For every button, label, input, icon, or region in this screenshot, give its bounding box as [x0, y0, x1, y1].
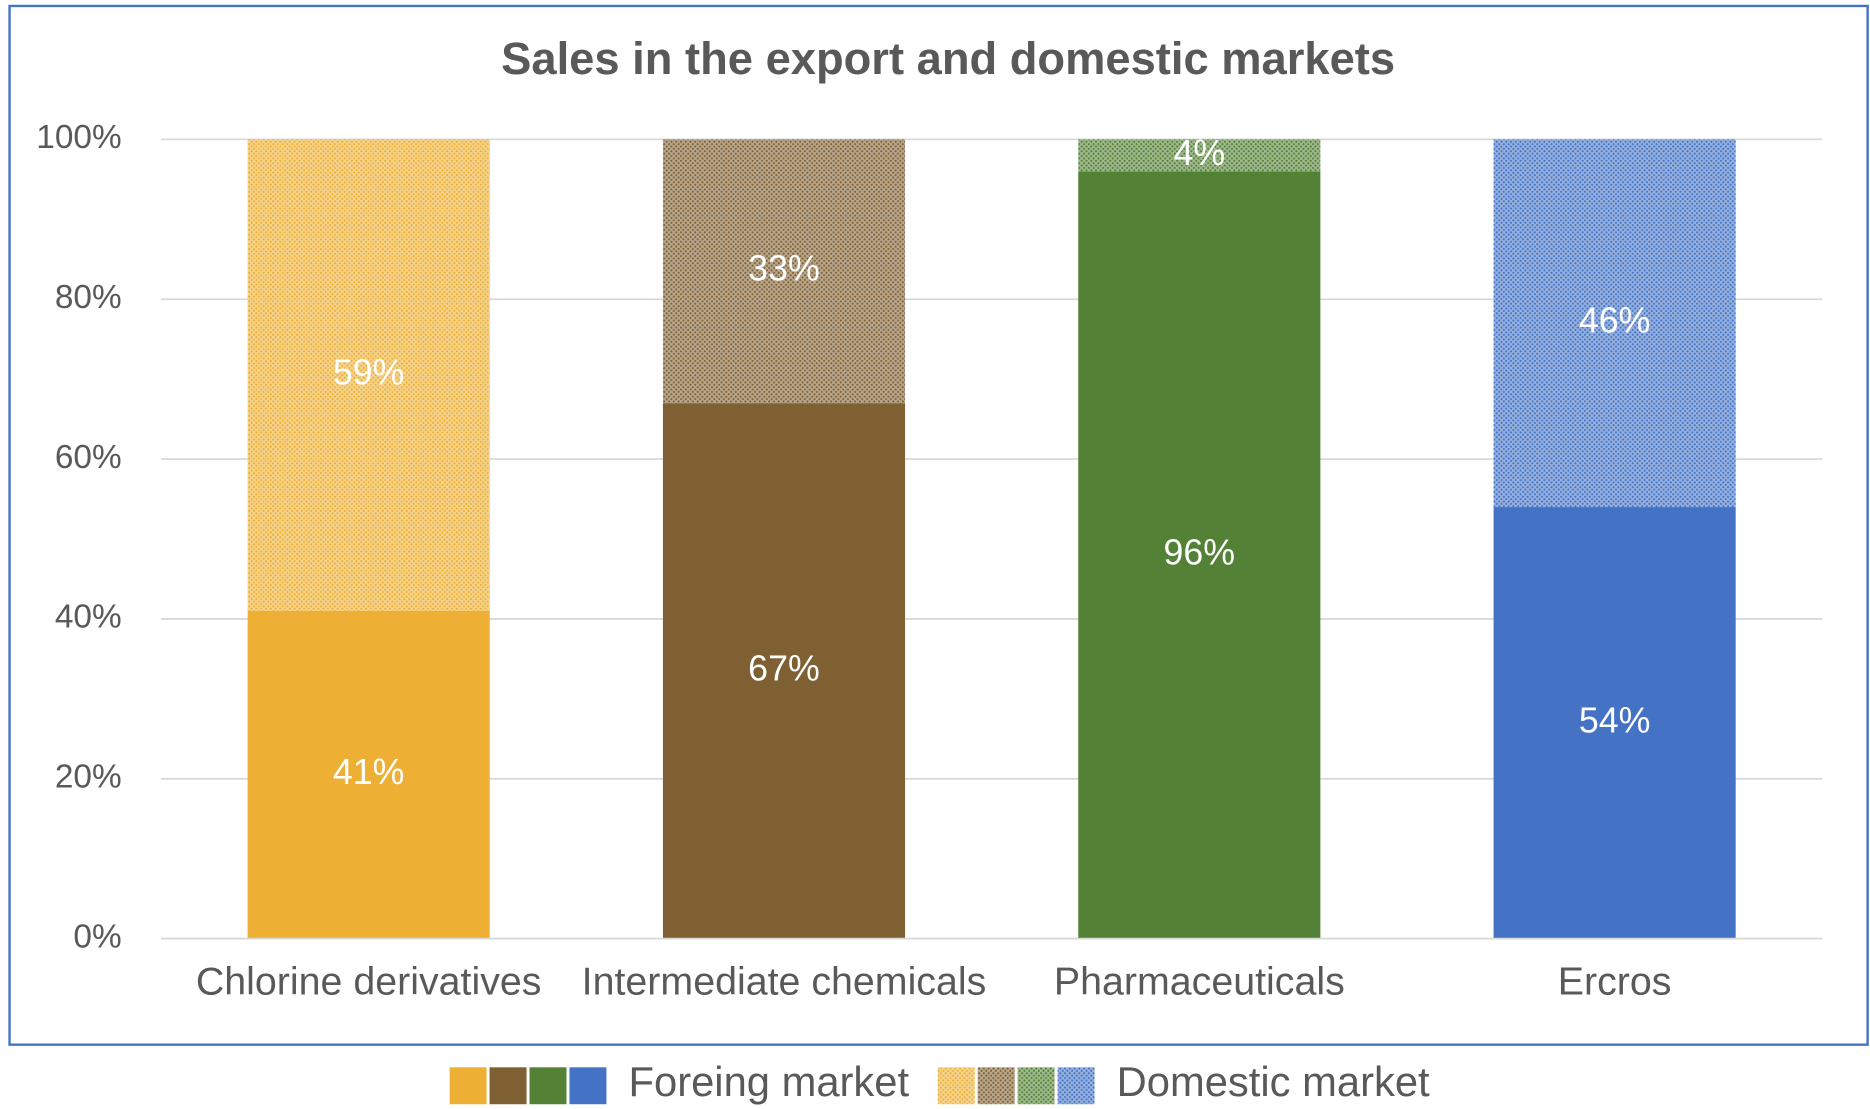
- bar-segment: [662, 403, 906, 939]
- data-label: 59%: [333, 353, 405, 393]
- legend-swatch: [449, 1067, 487, 1105]
- legend-swatch: [489, 1067, 527, 1105]
- y-tick-label: 80%: [55, 279, 122, 316]
- y-tick-label: 20%: [55, 759, 122, 796]
- x-tick-label: Ercros: [1558, 959, 1672, 1003]
- legend-swatch: [529, 1067, 567, 1105]
- bar-segment: [662, 139, 906, 404]
- legend-label: Domestic market: [1117, 1058, 1430, 1105]
- legend-swatch: [977, 1067, 1015, 1105]
- x-tick-label: Chlorine derivatives: [196, 959, 542, 1003]
- legend-swatch: [937, 1067, 975, 1105]
- legend-swatch: [1057, 1067, 1095, 1105]
- bar-segment: [1493, 507, 1736, 939]
- data-label: 54%: [1579, 700, 1651, 740]
- data-label: 96%: [1164, 532, 1236, 572]
- y-tick-label: 60%: [55, 439, 122, 476]
- y-tick-label: 100%: [36, 119, 121, 156]
- data-label: 67%: [748, 648, 820, 688]
- data-label: 4%: [1173, 133, 1225, 173]
- chart-title: Sales in the export and domestic markets: [501, 33, 1395, 84]
- legend-swatch: [1017, 1067, 1055, 1105]
- bar-segment: [1493, 139, 1736, 508]
- bar-segment: [1078, 139, 1321, 172]
- legend-label: Foreing market: [629, 1058, 910, 1105]
- data-label: 33%: [748, 249, 820, 289]
- bar-segment: [247, 610, 490, 939]
- y-tick-label: 40%: [55, 599, 122, 636]
- legend-swatch: [569, 1067, 607, 1105]
- data-label: 46%: [1579, 301, 1651, 341]
- bar-segment: [247, 139, 490, 611]
- data-label: 41%: [333, 752, 405, 792]
- y-tick-label: 0%: [73, 918, 121, 955]
- x-tick-label: Intermediate chemicals: [582, 959, 987, 1003]
- bar-segment: [1078, 171, 1321, 939]
- x-tick-label: Pharmaceuticals: [1054, 959, 1345, 1003]
